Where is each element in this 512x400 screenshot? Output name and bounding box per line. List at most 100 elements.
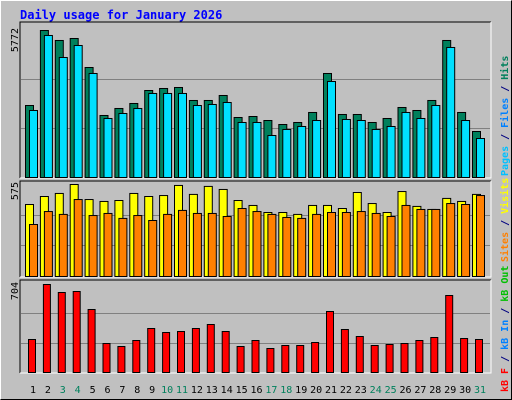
bar xyxy=(102,343,111,373)
bar xyxy=(445,295,454,373)
bar xyxy=(416,117,426,178)
bar xyxy=(400,343,409,373)
legend-item: kB Out xyxy=(500,266,511,302)
bar xyxy=(430,337,439,373)
legend-item: / xyxy=(500,308,511,314)
bar xyxy=(73,45,83,178)
x-tick-label: 4 xyxy=(75,385,81,396)
x-tick-label: 22 xyxy=(340,385,352,396)
bar xyxy=(461,204,471,277)
bar xyxy=(207,103,217,178)
bar xyxy=(252,211,262,277)
bar xyxy=(177,331,185,373)
x-tick-label: 9 xyxy=(149,385,155,396)
y-max-label: 704 xyxy=(10,282,21,300)
bar xyxy=(118,112,128,178)
bar xyxy=(282,216,292,278)
bar xyxy=(58,213,68,277)
bar xyxy=(148,92,158,178)
bar xyxy=(222,216,232,277)
bar xyxy=(147,328,156,373)
bar xyxy=(163,92,173,178)
bar xyxy=(431,208,441,278)
legend-item: Visits xyxy=(499,178,511,214)
bar xyxy=(28,339,36,373)
bar xyxy=(312,213,322,277)
bar xyxy=(221,331,230,373)
bar xyxy=(206,324,215,373)
x-tick-label: 30 xyxy=(459,385,471,396)
bar xyxy=(222,101,232,178)
bar xyxy=(476,195,485,277)
x-tick-label: 1 xyxy=(30,385,36,396)
bar xyxy=(327,212,336,277)
bar xyxy=(297,217,307,277)
bar xyxy=(132,340,141,373)
bar xyxy=(460,338,469,373)
bar xyxy=(251,340,260,373)
x-tick-label: 21 xyxy=(325,385,337,396)
bar xyxy=(103,212,113,278)
panel-frame-dark xyxy=(19,21,491,178)
legend-item: Hits xyxy=(499,56,511,80)
bar xyxy=(370,345,379,373)
bar xyxy=(192,212,202,278)
bar xyxy=(416,208,426,278)
bar xyxy=(386,125,396,178)
bar xyxy=(117,346,126,373)
x-tick-label: 3 xyxy=(60,385,66,396)
bar xyxy=(326,311,334,373)
bar xyxy=(43,211,53,277)
bar xyxy=(446,46,456,179)
bar xyxy=(476,138,485,178)
legend-item: / xyxy=(500,356,511,362)
x-tick-label: 16 xyxy=(250,385,262,396)
bar xyxy=(431,105,441,178)
bar xyxy=(341,118,351,178)
bar xyxy=(118,217,128,277)
x-tick-label: 26 xyxy=(399,385,411,396)
bar xyxy=(163,213,173,277)
chart-title: Daily usage for January 2026 xyxy=(20,8,222,22)
x-tick-label: 18 xyxy=(280,385,292,396)
bar xyxy=(236,346,245,373)
bar xyxy=(296,345,305,373)
bar xyxy=(103,117,113,178)
bar xyxy=(371,212,381,278)
bar xyxy=(178,209,187,277)
bar xyxy=(162,332,171,373)
bar xyxy=(192,105,202,178)
x-tick-label: 11 xyxy=(176,385,188,396)
legend-item: Pages xyxy=(500,146,511,176)
bar xyxy=(57,292,66,373)
bar xyxy=(356,211,366,277)
x-tick-label: 14 xyxy=(221,385,233,396)
bar xyxy=(281,345,290,373)
x-tick-label: 23 xyxy=(355,385,367,396)
bar xyxy=(266,348,275,373)
bar xyxy=(446,203,456,277)
bar xyxy=(475,339,483,373)
bar xyxy=(327,80,336,178)
bar xyxy=(58,56,68,178)
x-tick-label: 28 xyxy=(429,385,441,396)
bar xyxy=(401,204,411,278)
bar xyxy=(371,128,381,178)
x-tick-label: 2 xyxy=(45,385,51,396)
bar xyxy=(267,135,277,178)
x-tick-label: 13 xyxy=(206,385,218,396)
x-tick-label: 24 xyxy=(370,385,382,396)
bar xyxy=(341,212,351,277)
bar xyxy=(72,291,81,373)
legend: Pages / Files / Hits xyxy=(499,56,511,176)
legend-item: / xyxy=(500,86,511,92)
x-tick-label: 31 xyxy=(474,385,486,396)
bar xyxy=(312,120,322,178)
legend-item: Sites xyxy=(499,232,511,262)
bar xyxy=(133,215,143,277)
panel-frame-dark xyxy=(19,279,491,373)
x-tick-label: 17 xyxy=(265,385,277,396)
bar xyxy=(340,329,349,373)
